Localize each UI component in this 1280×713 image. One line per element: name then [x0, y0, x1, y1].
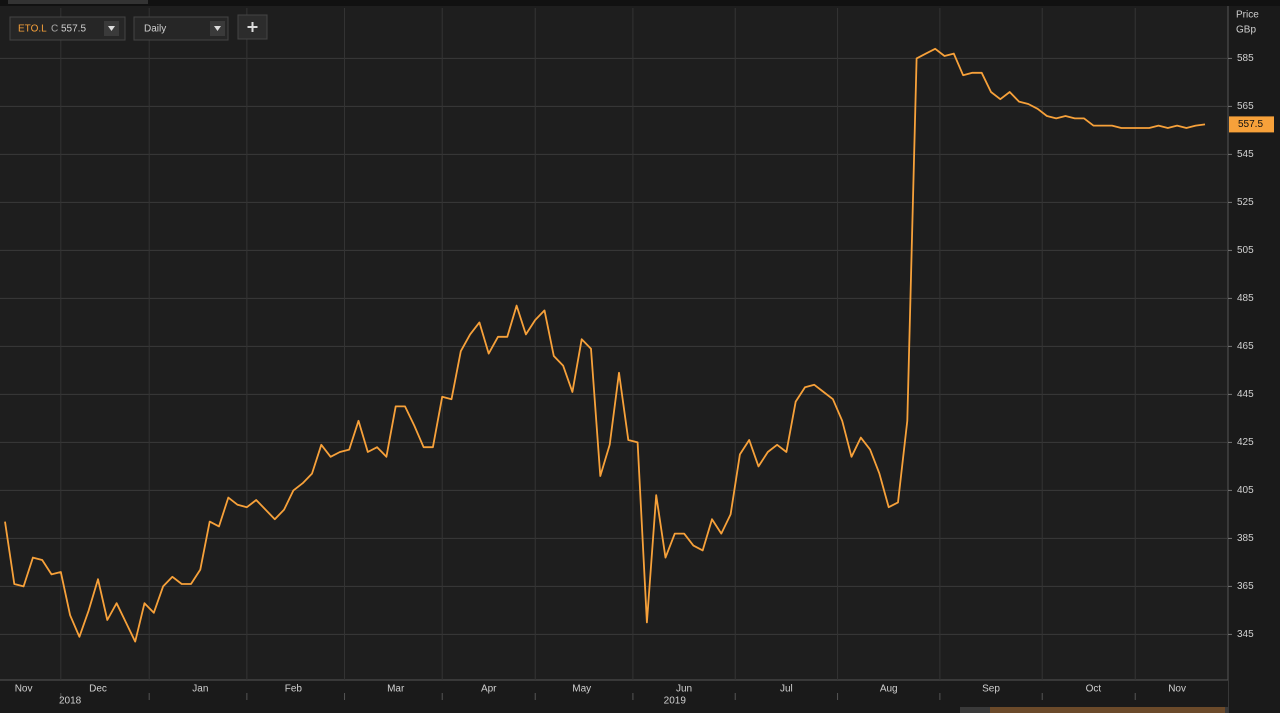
- interval-box[interactable]: [133, 16, 229, 41]
- close-prefix: C: [51, 24, 58, 35]
- y-axis-panel: [1228, 6, 1280, 713]
- y-tick-label: 505: [1237, 245, 1254, 256]
- dropdown-arrow: [108, 26, 115, 31]
- y-tick-label: 545: [1237, 149, 1254, 160]
- price-line: [4, 47, 1206, 643]
- y-tick-label: 425: [1237, 437, 1254, 448]
- instrument-box[interactable]: [9, 16, 126, 41]
- close-value: 557.5: [61, 24, 86, 35]
- x-tick-label: Aug: [880, 684, 898, 695]
- dropdown-arrow: [214, 26, 221, 31]
- x-tick-label: Sep: [982, 684, 1000, 695]
- x-tick-label: Jul: [780, 684, 793, 695]
- y-tick-label: 525: [1237, 197, 1254, 208]
- interval-label: Daily: [144, 24, 166, 35]
- y-tick-label: 385: [1237, 533, 1254, 544]
- x-tick-label: Jun: [676, 684, 692, 695]
- x-tick-label: Mar: [387, 684, 405, 695]
- x-tick-label: Feb: [285, 684, 303, 695]
- x-tick-label: Apr: [481, 684, 497, 695]
- y-tick-label: 465: [1237, 341, 1254, 352]
- y-tick-label: 485: [1237, 293, 1254, 304]
- scrollbar-thumb[interactable]: [990, 707, 1225, 713]
- add-button[interactable]: [237, 14, 268, 40]
- x-tick-label: May: [572, 684, 591, 695]
- x-tick-label: Nov: [1168, 684, 1186, 695]
- x-tick-label: Nov: [15, 684, 33, 695]
- plot-area: [0, 8, 1228, 680]
- y-tick-label: 445: [1237, 389, 1254, 400]
- top-strip: [0, 0, 1280, 6]
- y-tick-label: 585: [1237, 53, 1254, 64]
- year-label: 2018: [59, 696, 82, 707]
- y-axis-title: Price: [1236, 10, 1259, 21]
- y-tick-label: 345: [1237, 629, 1254, 640]
- instrument-name: ETO.L: [18, 24, 47, 35]
- y-tick-label: 405: [1237, 485, 1254, 496]
- year-label: 2019: [664, 696, 687, 707]
- y-axis-unit: GBp: [1236, 25, 1256, 36]
- last-value-label: 557.5: [1238, 119, 1263, 130]
- last-value-tag: [1229, 116, 1274, 133]
- y-tick-label: 365: [1237, 581, 1254, 592]
- x-tick-label: Jan: [192, 684, 208, 695]
- plus-icon: [247, 22, 258, 32]
- x-tick-label: Oct: [1086, 684, 1102, 695]
- tab[interactable]: [8, 0, 148, 4]
- y-tick-label: 565: [1237, 101, 1254, 112]
- x-tick-label: Dec: [89, 684, 107, 695]
